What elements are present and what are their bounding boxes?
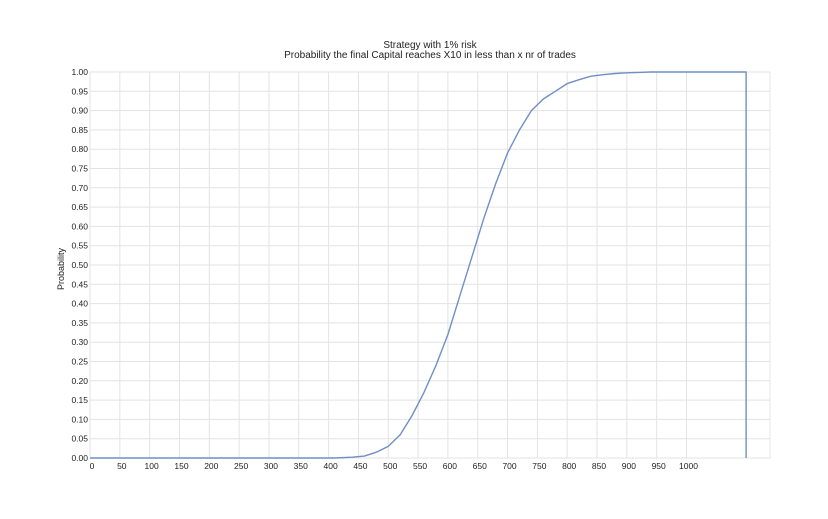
y-axis-label: Probability	[56, 247, 66, 290]
y-tick-label: 1.00	[71, 67, 88, 77]
x-tick-label: 400	[324, 461, 338, 471]
y-tick-label: 0.55	[71, 241, 88, 251]
x-tick-label: 500	[383, 461, 397, 471]
y-tick-label: 0.00	[71, 453, 88, 463]
x-tick-label: 0	[90, 461, 95, 471]
y-tick-label: 0.10	[71, 414, 88, 424]
x-tick-label: 250	[234, 461, 248, 471]
y-tick-label: 0.75	[71, 164, 88, 174]
y-tick-label: 0.80	[71, 144, 88, 154]
x-tick-label: 150	[174, 461, 188, 471]
x-tick-label: 950	[652, 461, 666, 471]
y-tick-label: 0.65	[71, 202, 88, 212]
x-tick-label: 300	[264, 461, 278, 471]
x-tick-label: 50	[117, 461, 127, 471]
x-tick-label: 900	[622, 461, 636, 471]
y-tick-label: 0.05	[71, 434, 88, 444]
y-tick-label: 0.35	[71, 318, 88, 328]
y-tick-label: 0.85	[71, 125, 88, 135]
y-tick-label: 0.30	[71, 337, 88, 347]
tick-labels: 0 50 100 150 200 250 300 350 400 450 500 550 600 650 7…	[71, 67, 698, 471]
y-tick-label: 0.60	[71, 221, 88, 231]
chart-title: Strategy with 1% risk	[383, 40, 477, 51]
x-tick-label: 350	[294, 461, 308, 471]
x-tick-label: 1000	[679, 461, 698, 471]
y-tick-label: 0.25	[71, 357, 88, 367]
series-layer	[90, 71, 747, 459]
y-tick-label: 0.15	[71, 395, 88, 405]
x-tick-label: 200	[204, 461, 218, 471]
chart-subtitle: Probability the final Capital reaches X1…	[284, 50, 576, 61]
y-tick-label: 0.50	[71, 260, 88, 270]
x-tick-label: 100	[145, 461, 159, 471]
x-tick-label: 700	[502, 461, 516, 471]
x-tick-label: 550	[413, 461, 427, 471]
x-tick-label: 450	[353, 461, 367, 471]
y-tick-label: 0.45	[71, 279, 88, 289]
x-tick-label: 750	[532, 461, 546, 471]
probability-curve	[90, 71, 747, 459]
grid	[89, 71, 771, 459]
y-tick-label: 0.70	[71, 183, 88, 193]
x-tick-label: 600	[443, 461, 457, 471]
x-tick-label: 650	[473, 461, 487, 471]
x-tick-label: 850	[592, 461, 606, 471]
y-tick-label: 0.95	[71, 86, 88, 96]
y-tick-label: 0.40	[71, 299, 88, 309]
x-tick-label: 800	[562, 461, 576, 471]
y-tick-label: 0.20	[71, 376, 88, 386]
y-tick-label: 0.90	[71, 106, 88, 116]
